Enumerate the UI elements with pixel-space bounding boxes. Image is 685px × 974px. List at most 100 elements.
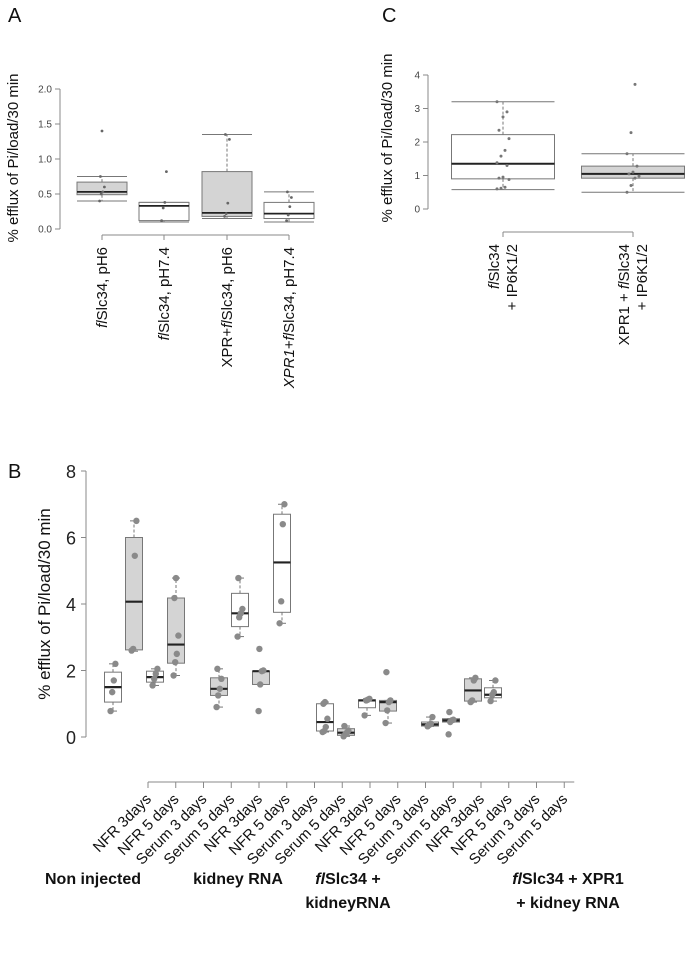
x-tick-label: flSlc34, pH6 xyxy=(94,247,111,328)
boxplot-box xyxy=(442,708,460,738)
data-point xyxy=(173,650,180,658)
data-point xyxy=(100,129,104,133)
x-tick-label: flSlc34 xyxy=(486,244,503,289)
label-part: fl xyxy=(315,871,325,888)
data-point xyxy=(215,692,222,699)
data-point xyxy=(165,170,168,174)
boxplot-box xyxy=(167,574,185,679)
data-point xyxy=(218,675,225,683)
data-point xyxy=(286,190,289,194)
group-label: flSlc34 + xyxy=(315,871,380,888)
boxplot-box xyxy=(210,665,228,711)
data-point xyxy=(224,133,227,136)
data-point xyxy=(228,138,231,141)
data-point xyxy=(235,574,242,582)
label-part: fl xyxy=(94,320,111,328)
data-point xyxy=(171,594,178,602)
data-point xyxy=(281,501,288,508)
data-point xyxy=(487,697,494,705)
panel-label: B xyxy=(8,461,21,483)
data-point xyxy=(224,212,228,216)
data-point xyxy=(213,703,220,711)
data-point xyxy=(384,707,391,714)
y-tick-label: 6 xyxy=(66,529,76,549)
data-point xyxy=(223,215,227,218)
data-point xyxy=(627,172,631,176)
y-tick-label: 4 xyxy=(66,595,76,615)
data-point xyxy=(160,219,164,223)
data-point xyxy=(149,682,156,689)
data-point xyxy=(98,199,101,203)
data-point xyxy=(255,707,262,715)
data-point xyxy=(321,698,329,706)
data-point xyxy=(445,731,452,738)
y-axis-label: % efflux of Pi/load/30 min xyxy=(35,508,54,700)
data-point xyxy=(505,110,509,114)
data-point xyxy=(107,707,114,715)
y-tick-label: 3 xyxy=(414,104,420,115)
y-tick-label: 2 xyxy=(66,662,76,682)
label-part: + IP6K1/2 xyxy=(634,244,651,310)
data-point xyxy=(152,670,159,678)
data-point xyxy=(130,645,137,653)
data-point xyxy=(361,712,368,719)
data-point xyxy=(324,715,331,722)
x-tick-label: XPR1 + flSlc34 xyxy=(616,244,633,345)
data-point xyxy=(99,192,103,196)
data-point xyxy=(322,723,329,731)
data-point xyxy=(387,697,394,704)
data-point xyxy=(109,688,116,696)
data-point xyxy=(170,672,177,679)
label-part: fl xyxy=(616,281,633,289)
data-point xyxy=(503,148,507,152)
y-tick-label: 2 xyxy=(414,138,420,149)
data-point xyxy=(285,219,288,223)
boxplot-box xyxy=(316,698,334,736)
label-part: fl xyxy=(512,871,522,888)
data-point xyxy=(503,185,507,189)
data-point xyxy=(495,100,499,104)
data-point xyxy=(495,161,499,165)
y-tick-label: 2.0 xyxy=(38,85,52,96)
y-tick-label: 0 xyxy=(66,728,76,748)
x-tick-label: XPR+flSlc34, pH6 xyxy=(219,247,236,367)
label-part: XPR+ xyxy=(219,328,236,368)
label-part: fl xyxy=(281,332,298,340)
data-point xyxy=(625,152,629,156)
group-label-line2: kidneyRNA xyxy=(305,895,391,912)
data-point xyxy=(226,201,230,205)
label-part: + IP6K1/2 xyxy=(504,244,521,310)
data-point xyxy=(99,175,102,178)
y-tick-label: 0.0 xyxy=(38,225,52,236)
data-point xyxy=(366,695,373,702)
boxplot-box xyxy=(358,695,376,719)
data-point xyxy=(172,658,179,666)
data-point xyxy=(497,176,501,180)
data-point xyxy=(131,552,138,559)
data-point xyxy=(133,517,140,525)
data-point xyxy=(214,665,221,673)
data-point xyxy=(625,190,629,194)
label-part: fl xyxy=(219,320,236,328)
data-point xyxy=(633,176,637,180)
boxplot-box xyxy=(451,100,555,191)
data-point xyxy=(341,722,348,730)
data-point xyxy=(631,170,635,174)
boxplot-box xyxy=(421,713,439,730)
data-point xyxy=(278,598,285,605)
data-point xyxy=(239,605,246,613)
data-point xyxy=(345,727,352,734)
label-part: Slc34, pH6 xyxy=(94,247,111,320)
data-point xyxy=(101,190,105,194)
label-part: Non injected xyxy=(45,871,141,888)
data-point xyxy=(629,131,633,135)
group-label: kidney RNA xyxy=(193,871,283,888)
data-point xyxy=(490,688,497,696)
boxplot-box xyxy=(484,677,502,705)
data-point xyxy=(497,128,501,132)
data-point xyxy=(163,201,167,204)
data-point xyxy=(501,175,505,179)
data-point xyxy=(154,665,161,673)
